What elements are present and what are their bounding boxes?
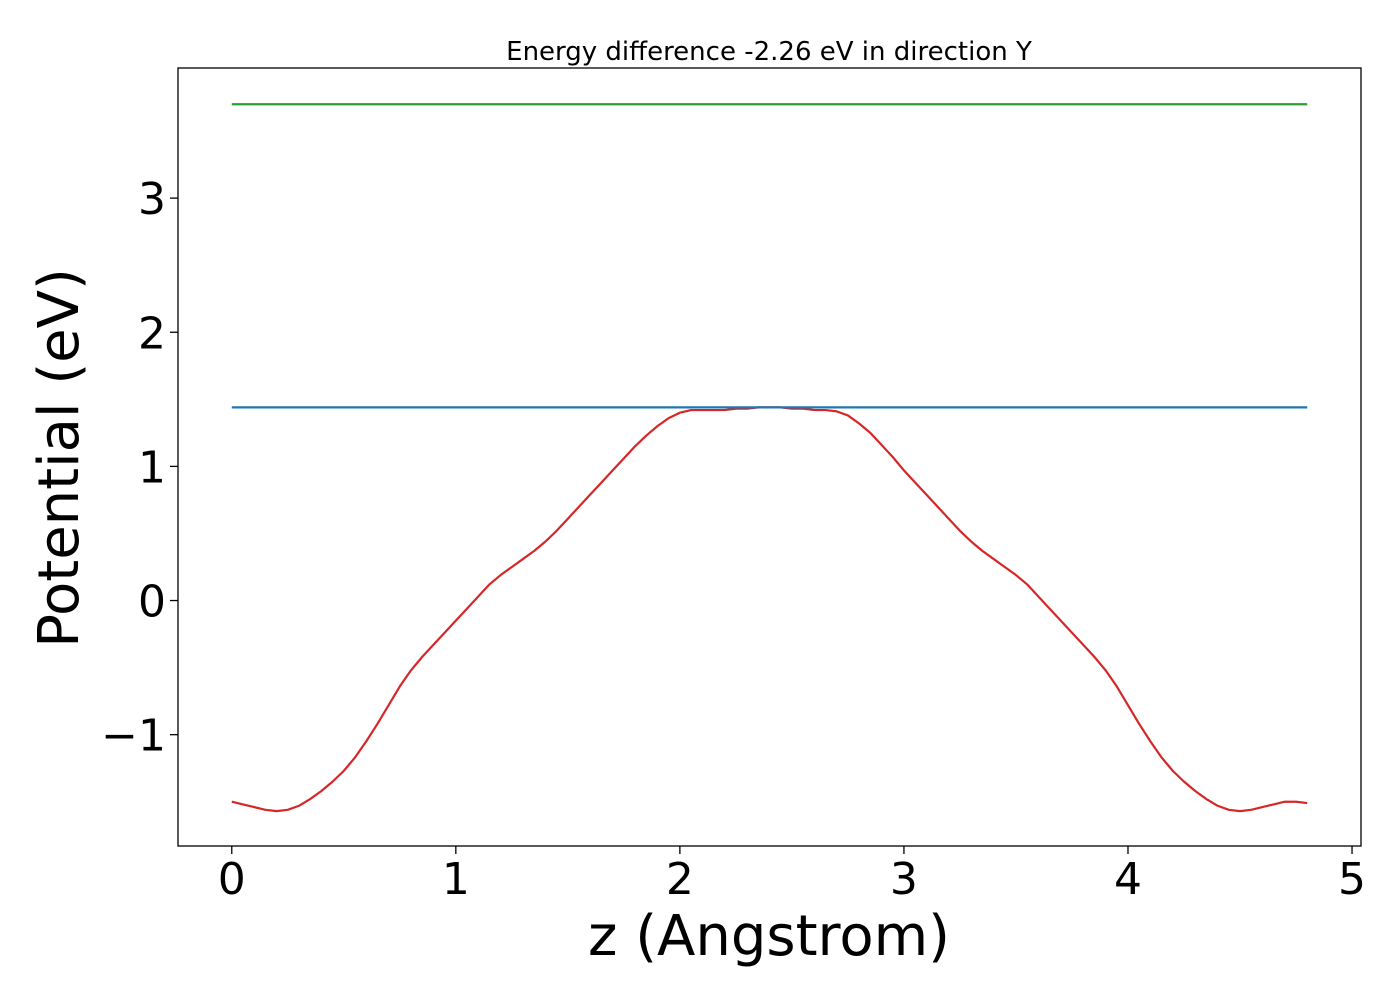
x-tick-label: 0	[218, 854, 246, 905]
chart-title: Energy difference -2.26 eV in direction …	[506, 37, 1032, 67]
x-tick-label: 5	[1338, 854, 1366, 905]
y-tick-label: −1	[101, 711, 166, 762]
axes-frame	[177, 67, 1362, 847]
plot-area	[231, 103, 1308, 813]
x-tick-label: 2	[666, 854, 694, 905]
y-axis: −1 0 1 2 3	[101, 174, 178, 762]
x-axis-label: z (Angstrom)	[588, 904, 950, 969]
y-tick-label: 1	[138, 442, 166, 493]
y-axis-label: Potential (eV)	[27, 268, 92, 648]
y-tick-label: 0	[138, 577, 166, 628]
y-tick-label: 2	[138, 308, 166, 359]
x-tick-label: 3	[890, 854, 918, 905]
x-tick-label: 1	[442, 854, 470, 905]
x-tick-label: 4	[1114, 854, 1142, 905]
x-axis: 0 1 2 3 4 5	[218, 846, 1366, 905]
y-tick-label: 3	[138, 174, 166, 225]
